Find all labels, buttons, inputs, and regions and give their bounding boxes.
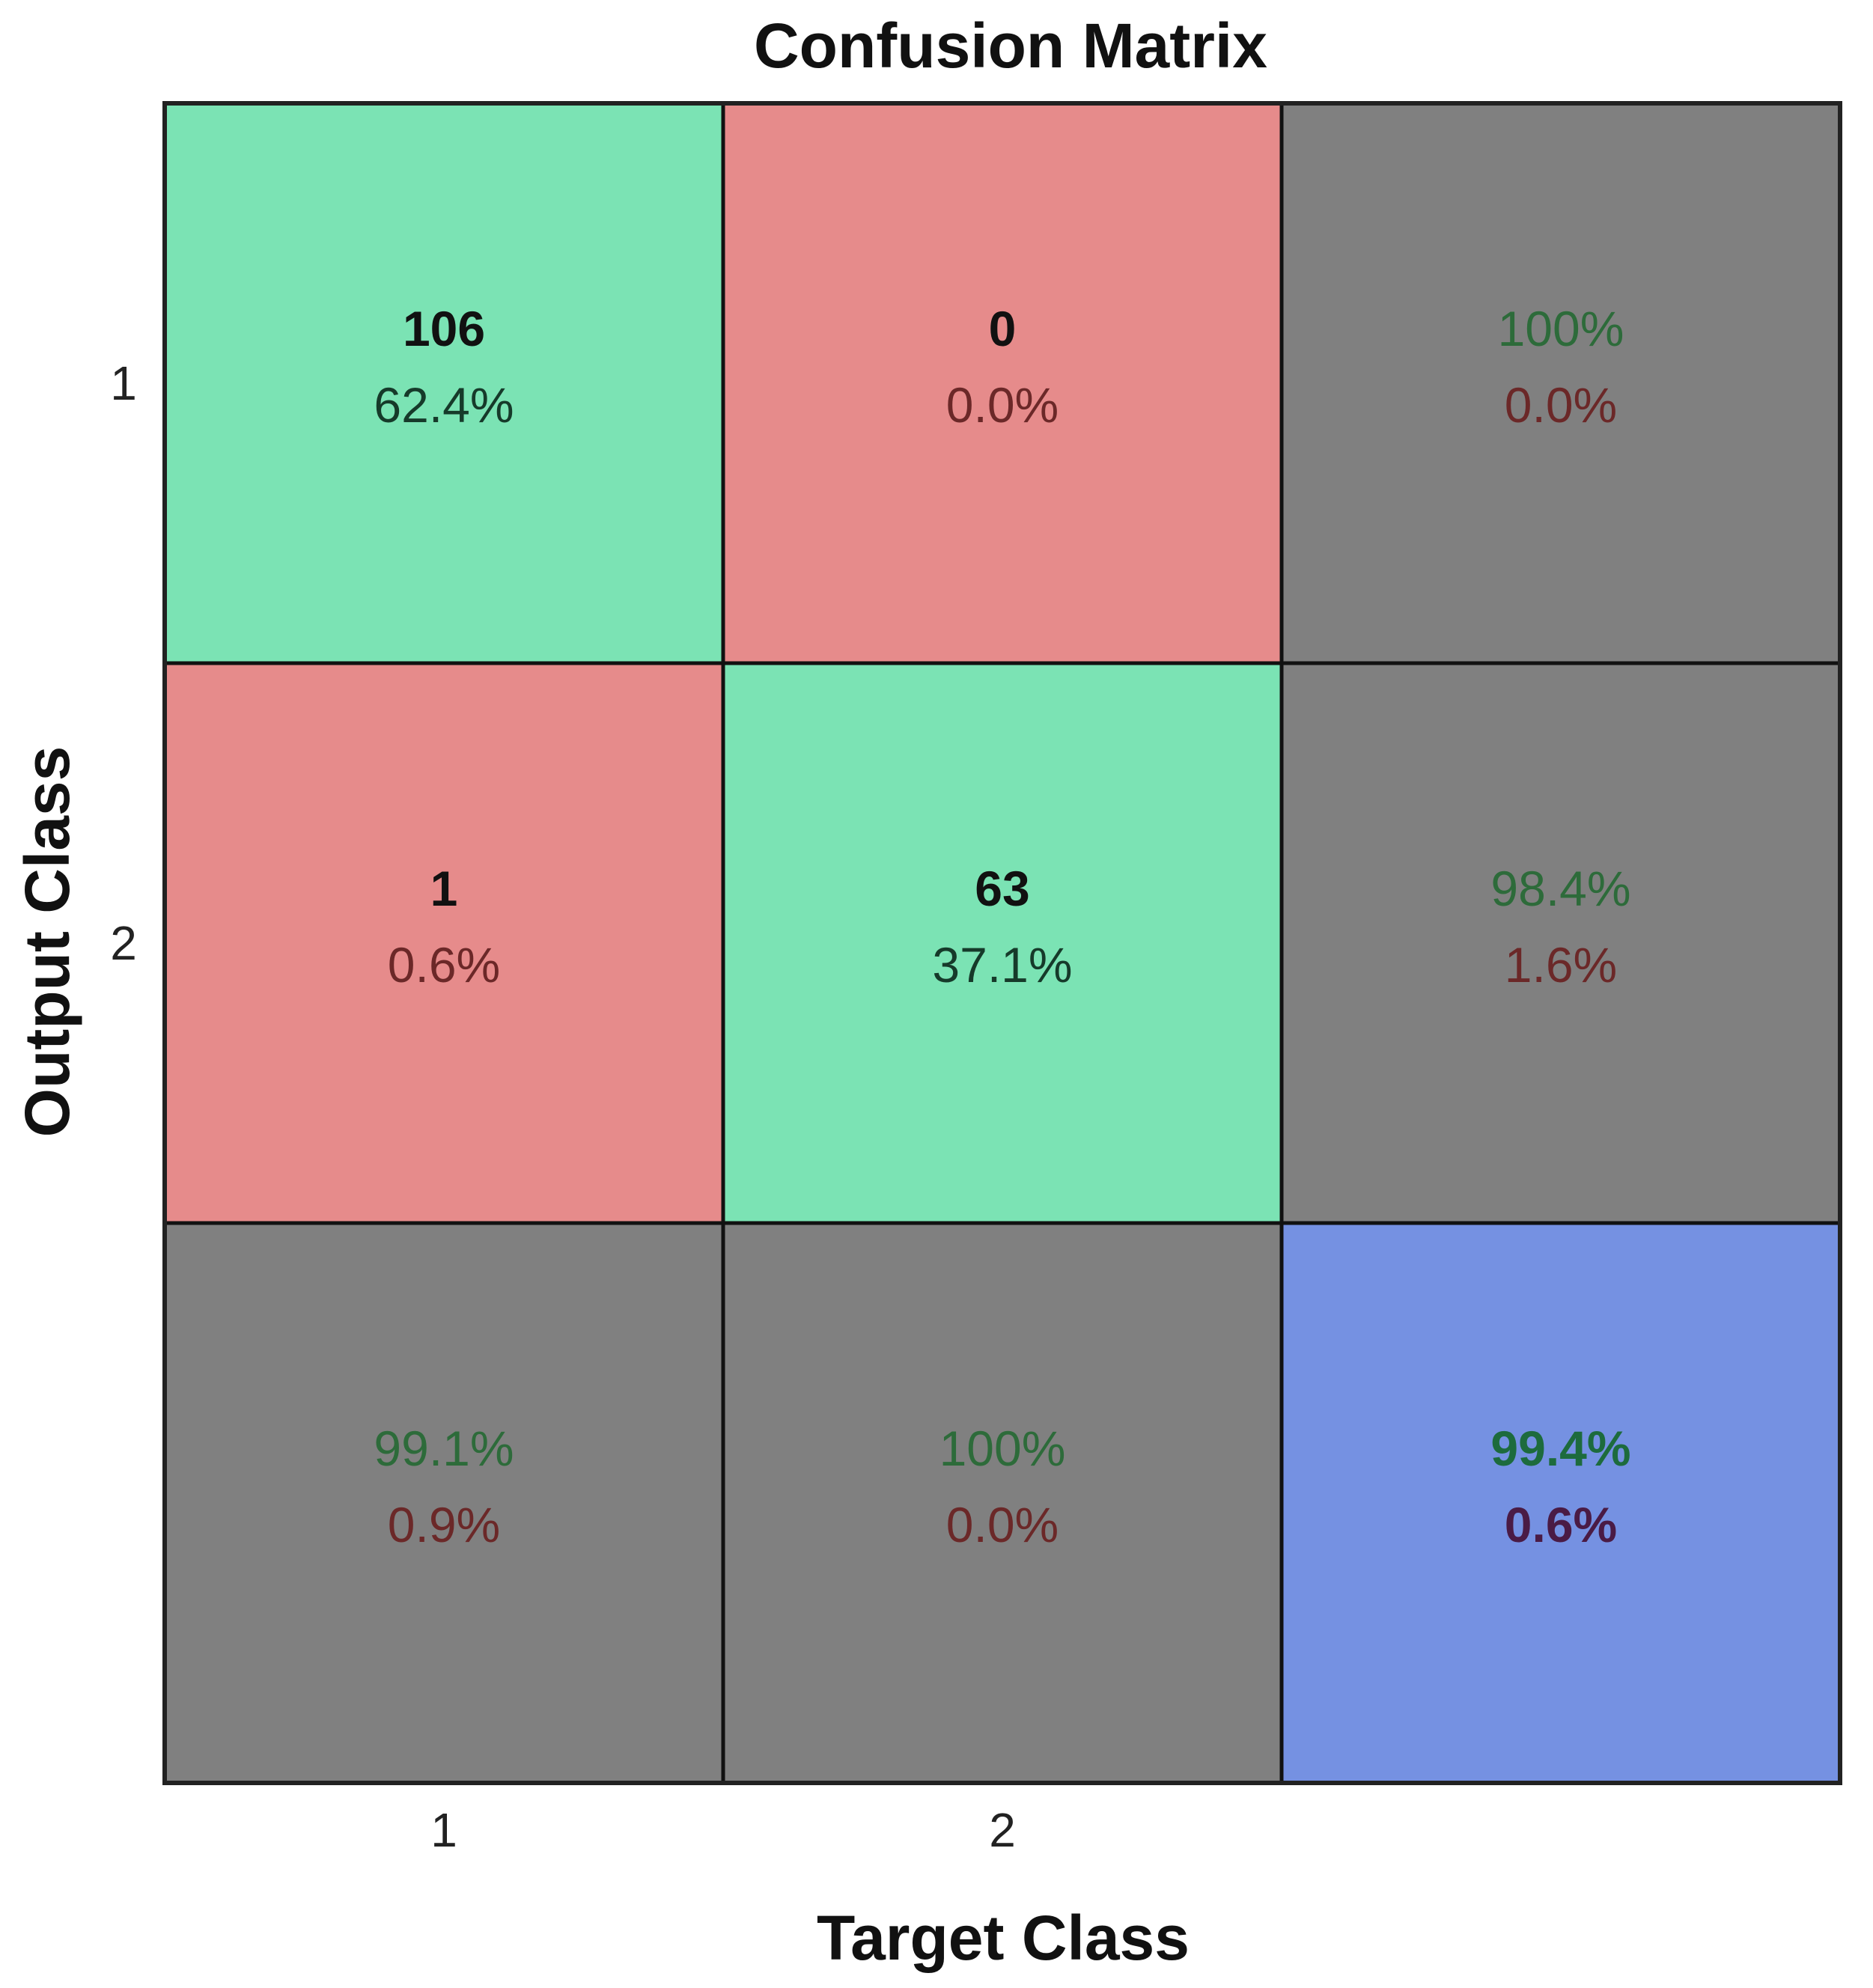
- cell-count: 106: [403, 301, 485, 356]
- cell-count: 63: [975, 861, 1029, 916]
- y-axis-label: Output Class: [12, 746, 82, 1138]
- cell-percent: 62.4%: [374, 377, 514, 433]
- cell-background: [721, 101, 1284, 665]
- cell-correct-rate: 100%: [1498, 301, 1624, 356]
- cell-error-rate: 0.0%: [1505, 377, 1617, 433]
- cell-count: 0: [989, 301, 1017, 356]
- cell-background: [721, 661, 1284, 1225]
- matrix-cell-3-1: 99.1% 0.9%: [162, 1221, 725, 1785]
- axis-ticks: 1 2 1 2: [110, 356, 1016, 1857]
- cell-count: 1: [430, 861, 458, 916]
- matrix-cell-1-1: 106 62.4%: [162, 101, 725, 665]
- x-tick-label: 2: [989, 1803, 1016, 1857]
- cell-correct-rate: 100%: [939, 1421, 1066, 1476]
- matrix-cell-3-3: 99.4% 0.6%: [1279, 1221, 1842, 1785]
- matrix-cell-3-2: 100% 0.0%: [721, 1221, 1284, 1785]
- cell-correct-rate: 99.4%: [1490, 1421, 1630, 1476]
- cell-error-rate: 0.6%: [1505, 1497, 1617, 1552]
- cell-percent: 0.0%: [946, 377, 1059, 433]
- cell-percent: 0.6%: [388, 937, 500, 993]
- chart-title: Confusion Matrix: [754, 10, 1267, 81]
- cell-error-rate: 1.6%: [1505, 937, 1617, 993]
- cell-background: [721, 1221, 1284, 1785]
- matrix-grid: 106 62.4% 0 0.0% 100% 0.0% 1 0.6% 63 37.1% 98.4% 1.…: [162, 101, 1842, 1785]
- matrix-cell-2-1: 1 0.6%: [162, 661, 725, 1225]
- matrix-cell-1-2: 0 0.0%: [721, 101, 1284, 665]
- cell-correct-rate: 98.4%: [1490, 861, 1630, 916]
- cell-percent: 37.1%: [932, 937, 1072, 993]
- matrix-cell-1-3: 100% 0.0%: [1279, 101, 1842, 665]
- matrix-frame: [162, 101, 1842, 1785]
- cell-background: [162, 1221, 725, 1785]
- y-tick-label: 1: [110, 356, 137, 410]
- y-tick-label: 2: [110, 916, 137, 970]
- matrix-cell-2-3: 98.4% 1.6%: [1279, 661, 1842, 1225]
- cell-error-rate: 0.0%: [946, 1497, 1059, 1552]
- cell-background: [162, 661, 725, 1225]
- cell-background: [162, 101, 725, 665]
- cell-background: [1279, 661, 1842, 1225]
- cell-correct-rate: 99.1%: [374, 1421, 514, 1476]
- matrix-cell-2-2: 63 37.1%: [721, 661, 1284, 1225]
- x-axis-label: Target Class: [817, 1903, 1190, 1973]
- x-tick-label: 1: [430, 1803, 457, 1857]
- cell-error-rate: 0.9%: [388, 1497, 500, 1552]
